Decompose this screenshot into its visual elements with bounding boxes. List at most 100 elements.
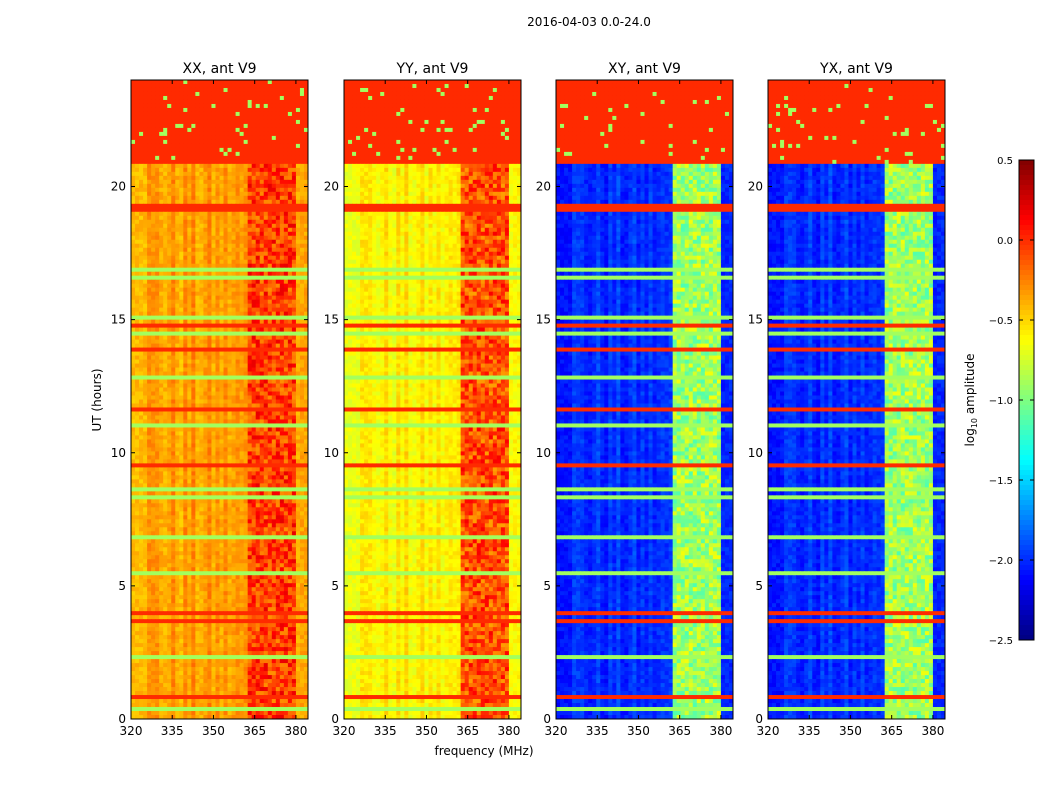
heatmap-cell — [155, 255, 160, 261]
heatmap-cell — [207, 91, 212, 97]
heatmap-cell — [299, 147, 305, 153]
heatmap-cell — [259, 443, 265, 448]
heatmap-cell — [259, 87, 265, 93]
heatmap-cell — [139, 379, 144, 385]
heatmap-cell — [263, 303, 269, 309]
heatmap-cell — [231, 527, 237, 532]
heatmap-cell — [299, 495, 305, 500]
heatmap-cell — [155, 515, 160, 520]
heatmap-cell — [247, 447, 253, 452]
heatmap-cell — [263, 447, 269, 452]
heatmap-cell — [139, 367, 144, 373]
heatmap-cell — [255, 80, 261, 85]
heatmap-cell — [303, 411, 309, 416]
heatmap-cell — [291, 463, 297, 468]
heatmap-cell — [243, 155, 249, 161]
heatmap-cell — [159, 459, 164, 464]
heatmap-cell — [287, 463, 293, 468]
heatmap-cell — [283, 339, 289, 345]
heatmap-cell — [175, 475, 180, 480]
heatmap-cell — [215, 175, 220, 181]
heatmap-cell — [227, 219, 233, 225]
heatmap-cell — [179, 419, 184, 424]
heatmap-cell — [267, 303, 273, 309]
heatmap-cell — [199, 383, 204, 389]
heatmap-cell — [275, 423, 281, 428]
heatmap-cell — [139, 279, 144, 285]
heatmap-cell — [147, 411, 152, 416]
heatmap-cell — [195, 387, 200, 393]
heatmap-cell — [151, 403, 156, 408]
heatmap-cell — [191, 403, 196, 408]
heatmap-cell — [295, 363, 301, 369]
heatmap-cell — [275, 267, 281, 273]
heatmap-cell — [291, 347, 297, 353]
heatmap-cell — [167, 303, 172, 309]
heatmap-cell — [147, 107, 152, 113]
heatmap-cell — [195, 519, 200, 524]
heatmap-cell — [259, 507, 265, 512]
heatmap-cell — [195, 499, 200, 504]
heatmap-cell — [243, 147, 249, 153]
heatmap-cell — [251, 295, 257, 301]
heatmap-cell — [259, 159, 265, 165]
heatmap-cell — [223, 479, 229, 484]
heatmap-cell — [183, 307, 188, 313]
heatmap-cell — [259, 359, 265, 365]
heatmap-cell — [231, 135, 237, 141]
heatmap-cell — [199, 391, 204, 396]
heatmap-cell — [163, 191, 168, 197]
heatmap-cell — [147, 119, 152, 125]
heatmap-cell — [303, 231, 309, 237]
heatmap-cell — [231, 331, 237, 337]
heatmap-cell — [175, 251, 180, 257]
heatmap-cell — [211, 283, 216, 289]
heatmap-cell — [263, 307, 269, 313]
heatmap-cell — [271, 435, 277, 440]
heatmap-cell — [203, 427, 208, 432]
heatmap-cell — [191, 80, 196, 85]
heatmap-cell — [291, 271, 297, 277]
heatmap-cell — [235, 407, 241, 412]
heatmap-cell — [207, 395, 212, 400]
heatmap-cell — [271, 223, 277, 229]
heatmap-cell — [215, 327, 220, 333]
heatmap-cell — [287, 371, 293, 377]
heatmap-cell — [155, 447, 160, 452]
heatmap-cell — [147, 171, 152, 177]
heatmap-cell — [163, 367, 168, 373]
heatmap-cell — [223, 499, 229, 504]
heatmap-cell — [199, 311, 204, 317]
heatmap-cell — [263, 127, 269, 133]
heatmap-cell — [199, 243, 204, 249]
heatmap-cell — [247, 415, 253, 420]
heatmap-cell — [175, 119, 180, 125]
heatmap-cell — [223, 171, 229, 177]
heatmap-cell — [247, 291, 253, 297]
heatmap-cell — [259, 479, 265, 484]
heatmap-cell — [175, 399, 180, 404]
heatmap-cell — [295, 287, 301, 293]
heatmap-cell — [295, 99, 301, 105]
heatmap-cell — [183, 155, 188, 161]
heatmap-cell — [139, 431, 144, 436]
heatmap-cell — [255, 399, 261, 404]
heatmap-cell — [183, 167, 188, 173]
heatmap-cell — [267, 527, 273, 532]
heatmap-cell — [179, 147, 184, 153]
heatmap-cell — [191, 331, 196, 337]
heatmap-cell — [291, 119, 297, 125]
heatmap-cell — [231, 111, 237, 117]
heatmap-cell — [207, 475, 212, 480]
heatmap-cell — [183, 83, 188, 89]
heatmap-cell — [251, 263, 257, 269]
heatmap-cell — [291, 407, 297, 412]
heatmap-cell — [291, 323, 297, 329]
heatmap-cell — [159, 375, 164, 381]
heatmap-cell — [135, 471, 140, 476]
heatmap-cell — [199, 123, 204, 129]
heatmap-cell — [199, 399, 204, 404]
heatmap-cell — [215, 487, 220, 492]
heatmap-cell — [299, 491, 305, 496]
heatmap-cell — [219, 315, 225, 321]
